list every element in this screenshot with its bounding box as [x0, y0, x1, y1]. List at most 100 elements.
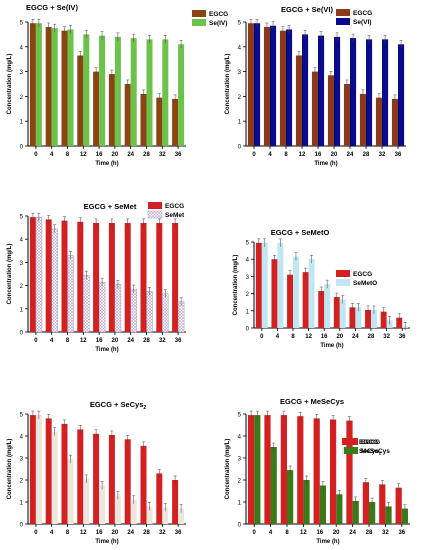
bar [366, 39, 373, 146]
bar [311, 71, 318, 146]
bar [280, 415, 287, 524]
bar [319, 485, 327, 524]
bar [156, 473, 163, 524]
legend-label: EGCG [361, 439, 380, 446]
bar [178, 508, 185, 524]
bar [293, 256, 299, 328]
y-axis-label: Concentration (mg/L) [225, 54, 231, 115]
bar [318, 35, 325, 146]
bar [287, 470, 294, 524]
legend-label: Se(VI) [353, 19, 371, 26]
y-tick-label: 4 [238, 45, 242, 51]
chart-title: EGCG + Se(IV) [26, 3, 78, 12]
bar [140, 93, 147, 146]
bar [401, 508, 409, 524]
y-tick-label: 1 [20, 501, 24, 507]
bar [77, 429, 84, 524]
x-tick-label: 16 [96, 152, 103, 158]
x-tick-label: 4 [268, 152, 272, 158]
bar [385, 506, 392, 524]
legend-swatch [336, 279, 350, 286]
y-tick-label: 0 [238, 145, 242, 151]
x-tick-label: 28 [368, 334, 375, 340]
legend-label: MeSeCys [361, 448, 390, 455]
y-tick-label: 1 [238, 501, 242, 507]
y-tick-label: 5 [20, 215, 24, 221]
x-tick-label: 28 [143, 152, 150, 158]
bar [255, 242, 262, 328]
x-axis-label: Time (h) [95, 347, 118, 353]
bar [51, 431, 58, 524]
bar [178, 44, 185, 146]
bar [247, 415, 255, 524]
bar [375, 97, 382, 146]
bar [61, 30, 68, 146]
bar [264, 415, 271, 524]
bar [359, 93, 366, 146]
legend-label: SeMet [165, 212, 185, 219]
y-tick-label: 0 [246, 327, 250, 333]
bar [302, 272, 309, 328]
bar [271, 259, 278, 328]
x-tick-label: 28 [363, 152, 370, 158]
bar [277, 242, 284, 328]
y-tick-label: 2 [238, 479, 242, 485]
bar [114, 284, 122, 333]
legend-swatch [192, 19, 206, 26]
legend-label: Se(IV) [209, 20, 227, 27]
bar [380, 311, 387, 328]
x-tick-label: 4 [269, 530, 273, 536]
x-tick-label: 0 [253, 530, 257, 536]
x-tick-label: 0 [34, 152, 38, 158]
x-tick-label: 28 [143, 530, 150, 536]
bar [108, 74, 115, 146]
bar [172, 480, 179, 524]
y-tick-label: 5 [238, 413, 242, 419]
bar [45, 219, 52, 332]
bar [379, 484, 386, 524]
x-tick-label: 24 [349, 530, 356, 536]
y-tick-label: 1 [246, 309, 250, 315]
bar [162, 39, 169, 146]
x-tick-label: 12 [300, 530, 307, 536]
y-tick-label: 2 [238, 95, 242, 101]
bar [93, 222, 100, 332]
bar [162, 507, 169, 524]
bar [371, 309, 377, 328]
y-axis-label: Concentration (mg/L) [7, 439, 13, 500]
x-tick-label: 4 [50, 530, 54, 536]
x-tick-label: 12 [80, 152, 87, 158]
bar [156, 97, 163, 146]
bar [287, 274, 293, 328]
bar [398, 44, 405, 146]
y-axis-label: Concentration (mg/L) [225, 439, 231, 500]
bar [130, 499, 137, 524]
bar [146, 39, 153, 146]
legend-label: EGCG [359, 439, 378, 446]
x-tick-label: 8 [66, 338, 70, 344]
bar [279, 30, 286, 146]
legend-label: SeCys2 [359, 448, 382, 456]
x-axis-label: Time (h) [95, 161, 118, 167]
bar [114, 36, 121, 146]
legend-swatch [147, 210, 163, 219]
x-tick-label: 24 [127, 338, 134, 344]
chart-title: EGCG + SeMet [84, 202, 137, 211]
bar [172, 98, 179, 146]
legend-label: EGCG [353, 10, 372, 17]
x-tick-label: 36 [175, 338, 182, 344]
y-tick-label: 4 [20, 238, 24, 244]
bar [29, 415, 36, 524]
x-tick-label: 32 [159, 152, 166, 158]
bar [124, 84, 131, 146]
bar [355, 307, 362, 328]
x-axis-label: Time (h) [316, 539, 339, 545]
x-tick-label: 32 [383, 334, 390, 340]
x-tick-label: 8 [66, 530, 70, 536]
x-tick-label: 32 [379, 152, 386, 158]
x-tick-label: 32 [159, 530, 166, 536]
bar [254, 23, 261, 147]
